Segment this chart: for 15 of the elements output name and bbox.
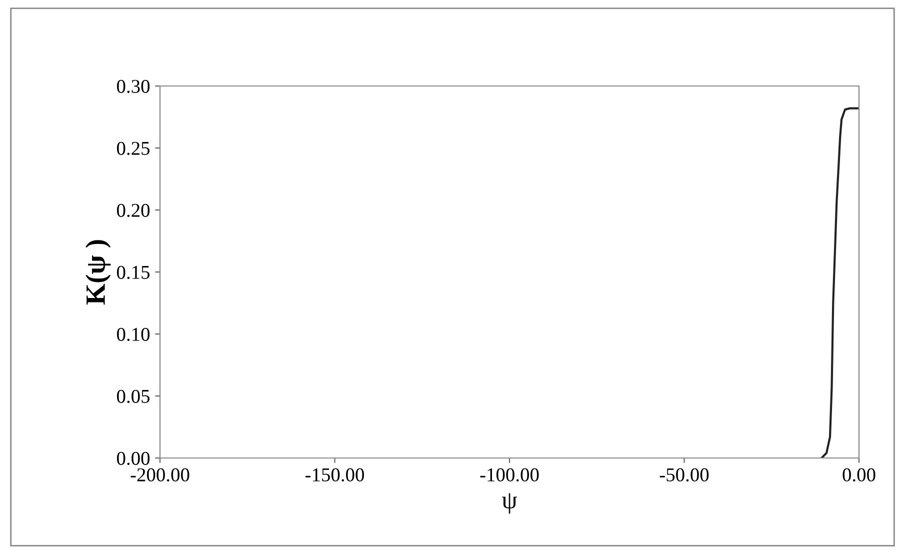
x-tick-label: -200.00: [130, 468, 190, 482]
x-tick-label: -150.00: [306, 468, 364, 482]
x-tick-label: -100.00: [480, 468, 539, 482]
y-axis-title: K(ψ ): [86, 240, 111, 305]
y-tick-label: 0.10: [116, 328, 150, 342]
y-tick-label: 0.30: [116, 80, 150, 94]
x-axis-title: ψ: [502, 493, 518, 514]
x-tick-label: 0.00: [842, 468, 876, 482]
y-tick-label: 0.05: [116, 390, 150, 404]
y-tick-label: 0.15: [116, 266, 150, 280]
y-tick-label: 0.25: [116, 142, 150, 156]
line-series: [820, 107, 859, 458]
x-tick-label: -50.00: [660, 468, 709, 482]
y-tick-label: 0.20: [116, 204, 150, 218]
y-tick-label: 0.00: [116, 452, 150, 466]
